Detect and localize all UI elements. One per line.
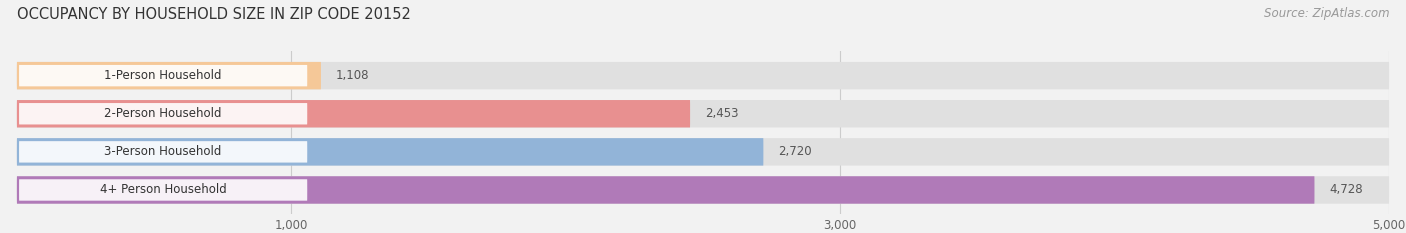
Text: 2,720: 2,720 <box>779 145 813 158</box>
Text: 3-Person Household: 3-Person Household <box>104 145 222 158</box>
FancyBboxPatch shape <box>20 141 308 163</box>
FancyBboxPatch shape <box>17 62 1389 89</box>
FancyBboxPatch shape <box>17 100 1389 127</box>
Text: OCCUPANCY BY HOUSEHOLD SIZE IN ZIP CODE 20152: OCCUPANCY BY HOUSEHOLD SIZE IN ZIP CODE … <box>17 7 411 22</box>
FancyBboxPatch shape <box>17 176 1389 204</box>
FancyBboxPatch shape <box>20 179 308 201</box>
FancyBboxPatch shape <box>17 62 321 89</box>
FancyBboxPatch shape <box>20 65 308 86</box>
FancyBboxPatch shape <box>17 100 690 127</box>
FancyBboxPatch shape <box>17 138 1389 166</box>
FancyBboxPatch shape <box>17 138 763 166</box>
FancyBboxPatch shape <box>17 176 1315 204</box>
Text: 4+ Person Household: 4+ Person Household <box>100 183 226 196</box>
Text: 1,108: 1,108 <box>336 69 370 82</box>
Text: 2-Person Household: 2-Person Household <box>104 107 222 120</box>
Text: 2,453: 2,453 <box>706 107 738 120</box>
FancyBboxPatch shape <box>20 103 308 124</box>
Text: 4,728: 4,728 <box>1330 183 1364 196</box>
Text: Source: ZipAtlas.com: Source: ZipAtlas.com <box>1264 7 1389 20</box>
Text: 1-Person Household: 1-Person Household <box>104 69 222 82</box>
